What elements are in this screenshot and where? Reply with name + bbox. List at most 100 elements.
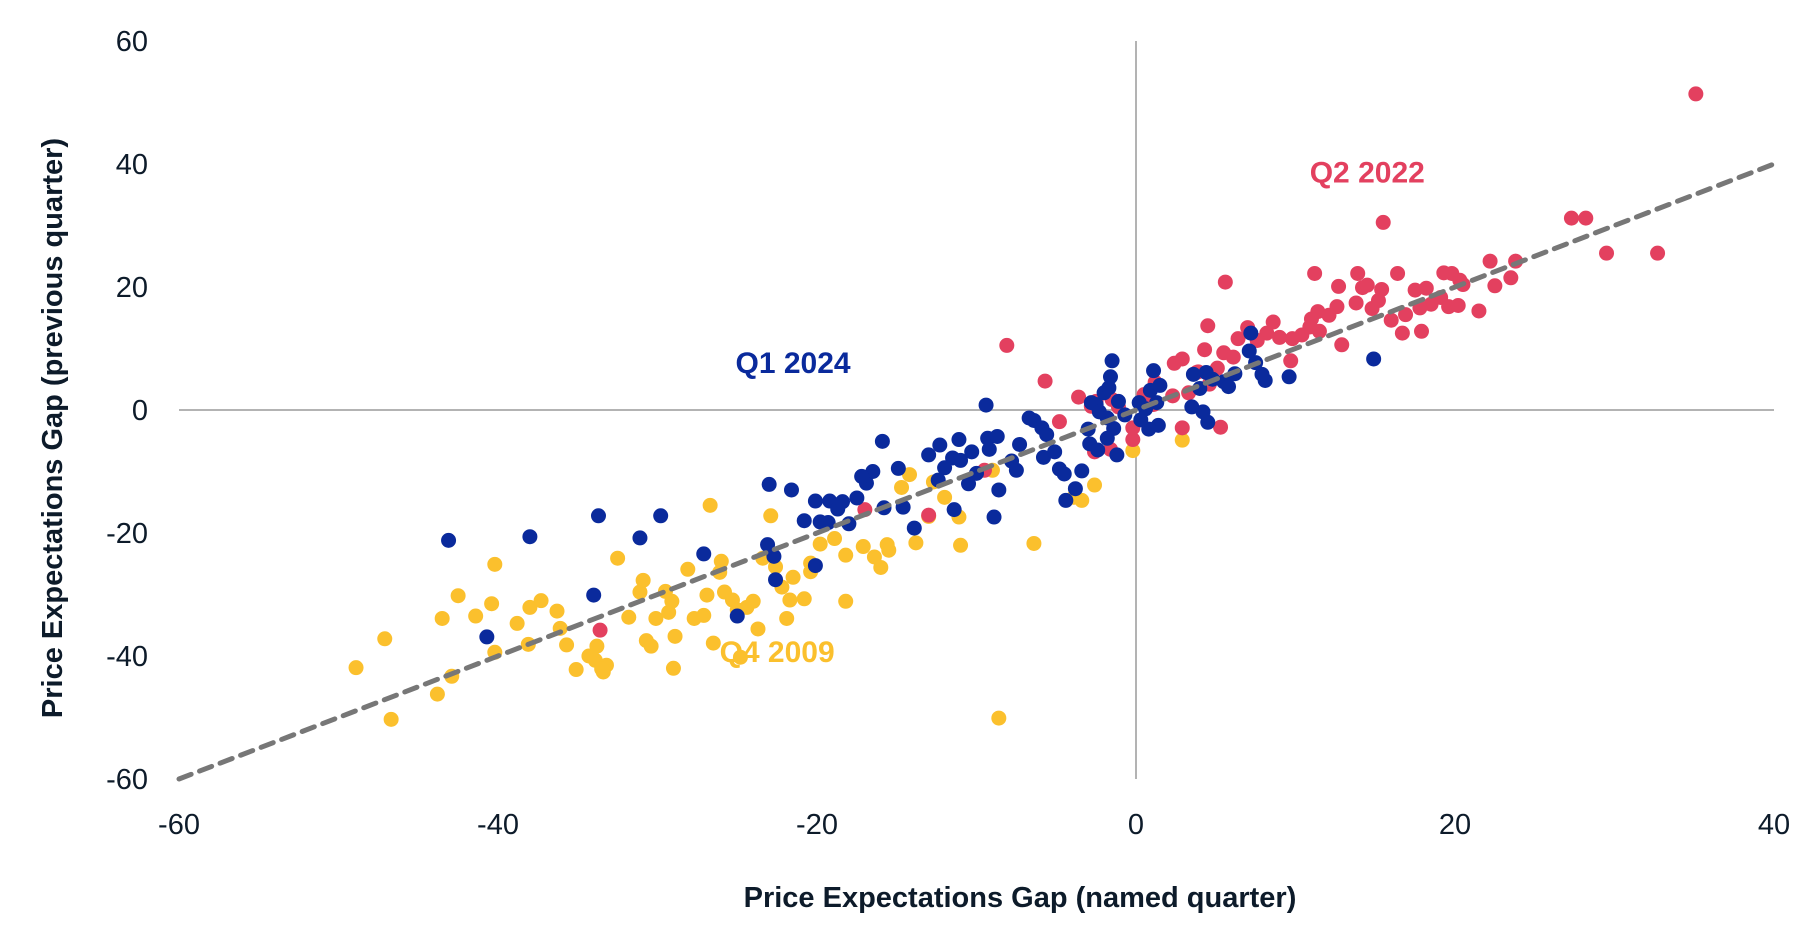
data-point bbox=[594, 661, 610, 677]
data-point bbox=[1101, 380, 1117, 396]
data-point bbox=[1265, 314, 1281, 330]
data-point bbox=[713, 553, 729, 569]
data-point bbox=[807, 558, 823, 574]
data-point bbox=[1091, 404, 1107, 420]
x-tick-label: -60 bbox=[158, 809, 200, 841]
data-point bbox=[1450, 297, 1466, 313]
data-point bbox=[763, 508, 779, 524]
data-point bbox=[1026, 535, 1042, 551]
data-point bbox=[991, 710, 1007, 726]
data-point bbox=[468, 608, 484, 624]
series-q1-2024 bbox=[441, 325, 1382, 645]
data-point bbox=[610, 550, 626, 566]
data-point bbox=[932, 437, 948, 453]
x-axis-ticks: -60 -40 -20 0 20 40 bbox=[158, 809, 1790, 841]
data-point bbox=[807, 493, 823, 509]
data-point bbox=[568, 662, 584, 678]
data-point bbox=[768, 572, 784, 588]
data-point bbox=[953, 452, 969, 468]
data-point bbox=[908, 535, 924, 551]
data-point bbox=[1102, 369, 1118, 385]
data-point bbox=[1104, 353, 1120, 369]
y-axis-ticks: 60 40 20 0 -20 -40 -60 bbox=[106, 26, 148, 796]
data-point bbox=[665, 660, 681, 676]
data-point bbox=[1074, 492, 1090, 508]
x-tick-label: -40 bbox=[477, 809, 519, 841]
data-point bbox=[1370, 293, 1386, 309]
data-point bbox=[1174, 420, 1190, 436]
data-point bbox=[1487, 278, 1503, 294]
data-point bbox=[664, 593, 680, 609]
data-point bbox=[729, 608, 745, 624]
data-point bbox=[964, 444, 980, 460]
data-point bbox=[838, 593, 854, 609]
data-point bbox=[874, 433, 890, 449]
data-point bbox=[981, 441, 997, 457]
data-point bbox=[1230, 331, 1246, 347]
data-point bbox=[484, 596, 500, 612]
data-point bbox=[1056, 466, 1072, 482]
data-point bbox=[827, 531, 843, 547]
data-point bbox=[1035, 449, 1051, 465]
data-point bbox=[1047, 444, 1063, 460]
data-point bbox=[1087, 477, 1103, 493]
data-point bbox=[1217, 274, 1233, 290]
data-point bbox=[1272, 329, 1288, 345]
data-point bbox=[487, 556, 503, 572]
data-point bbox=[835, 494, 851, 510]
data-point bbox=[632, 584, 648, 600]
data-point bbox=[783, 482, 799, 498]
data-point bbox=[1152, 377, 1168, 393]
y-tick-label: -40 bbox=[106, 641, 148, 673]
data-point bbox=[696, 607, 712, 623]
data-point bbox=[894, 479, 910, 495]
data-point bbox=[1008, 462, 1024, 478]
data-point bbox=[1283, 353, 1299, 369]
data-point bbox=[667, 628, 683, 644]
data-point bbox=[1012, 436, 1028, 452]
data-point bbox=[643, 638, 659, 654]
data-point bbox=[921, 507, 937, 523]
reference-45-degree-line bbox=[176, 161, 1777, 782]
data-point bbox=[1071, 389, 1087, 405]
data-point bbox=[590, 508, 606, 524]
data-point bbox=[1174, 351, 1190, 367]
x-tick-label: 40 bbox=[1758, 809, 1790, 841]
data-point bbox=[902, 467, 918, 483]
data-point bbox=[1125, 443, 1141, 459]
data-point bbox=[1482, 253, 1498, 269]
data-point bbox=[450, 588, 466, 604]
data-point bbox=[978, 397, 994, 413]
data-point bbox=[986, 509, 1002, 525]
data-point bbox=[1375, 214, 1391, 230]
data-point bbox=[635, 572, 651, 588]
data-point bbox=[1331, 278, 1347, 294]
annotation-label: Q2 2022 bbox=[1310, 156, 1425, 189]
data-point bbox=[1650, 245, 1666, 261]
data-point bbox=[796, 591, 812, 607]
data-point bbox=[1334, 337, 1350, 353]
data-point bbox=[991, 482, 1007, 498]
y-tick-label: 0 bbox=[132, 395, 148, 427]
data-point bbox=[951, 432, 967, 448]
data-point bbox=[1471, 303, 1487, 319]
x-tick-label: 0 bbox=[1128, 809, 1144, 841]
data-point bbox=[592, 622, 608, 638]
data-point bbox=[820, 515, 836, 531]
y-tick-label: -60 bbox=[106, 764, 148, 796]
data-point bbox=[1037, 373, 1053, 389]
annotation-label: Q1 2024 bbox=[736, 347, 851, 380]
data-point bbox=[760, 537, 776, 553]
data-point bbox=[1241, 343, 1257, 359]
data-point bbox=[1281, 369, 1297, 385]
data-point bbox=[648, 610, 664, 626]
data-point bbox=[441, 532, 457, 548]
data-point bbox=[873, 559, 889, 575]
data-point bbox=[1109, 447, 1125, 463]
data-point bbox=[1146, 363, 1162, 379]
x-tick-label: -20 bbox=[796, 809, 838, 841]
x-tick-label: 20 bbox=[1439, 809, 1471, 841]
data-point bbox=[1197, 342, 1213, 358]
data-point bbox=[761, 476, 777, 492]
